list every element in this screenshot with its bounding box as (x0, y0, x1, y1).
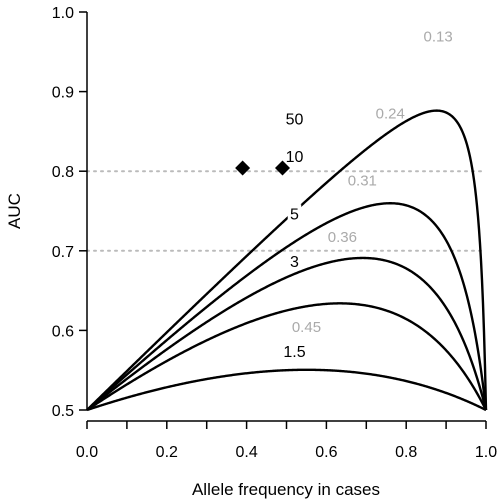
curve-label-bg (282, 147, 306, 166)
x-tick-label: 0.8 (395, 444, 417, 461)
x-tick-label: 0.0 (76, 444, 98, 461)
x-axis-title: Allele frequency in cases (192, 480, 380, 499)
curve-label-1.5: 1.5 (283, 344, 305, 361)
curves (86, 109, 488, 412)
peak-label-3: 0.36 (328, 229, 357, 246)
peak-labels: 0.13 0.24 0.31 0.36 0.45 (292, 28, 453, 336)
peak-label-5: 0.31 (348, 173, 377, 190)
curve-label-bg (287, 252, 302, 271)
diamond-marker (275, 160, 291, 176)
curve-label-10: 10 (286, 149, 304, 166)
markers (235, 160, 291, 176)
curve-label-bg (287, 204, 302, 223)
y-tick-label: 1.0 (52, 5, 74, 22)
x-tick-label: 0.6 (315, 444, 337, 461)
x-tick-label: 0.2 (156, 444, 178, 461)
peak-label-50: 0.13 (424, 28, 453, 45)
curve-or-3 (86, 302, 488, 412)
peak-label-10: 0.24 (376, 106, 405, 123)
y-tick-label: 0.9 (52, 85, 74, 102)
curve-label-3: 3 (290, 254, 299, 271)
curve-or-10 (86, 202, 488, 411)
peak-label-1.5: 0.45 (292, 319, 321, 336)
y-tick-label: 0.7 (52, 244, 74, 261)
curve-labels: 50 10 5 3 1.5 (278, 109, 311, 361)
y-tick-label: 0.5 (52, 403, 74, 420)
reference-lines (86, 170, 487, 252)
y-tick-label: 0.8 (52, 164, 74, 181)
y-axis-title: AUC (5, 193, 24, 229)
curve-or-1.5 (86, 368, 487, 412)
curve-or-50 (86, 109, 488, 411)
x-tick-label: 0.4 (235, 444, 257, 461)
y-tick-label: 0.6 (52, 323, 74, 340)
curve-label-bg (282, 109, 306, 128)
curve-label-bg (278, 342, 311, 361)
diamond-marker (235, 160, 251, 176)
curve-label-50: 50 (286, 112, 304, 129)
x-tick-label: 1.0 (475, 444, 497, 461)
curve-or-5 (86, 256, 488, 411)
axes: 0.5 0.6 0.7 0.8 0.9 1.0 0.0 0.2 0.4 0.6 0.8 1.0 (52, 5, 497, 461)
curve-label-5: 5 (290, 206, 299, 223)
